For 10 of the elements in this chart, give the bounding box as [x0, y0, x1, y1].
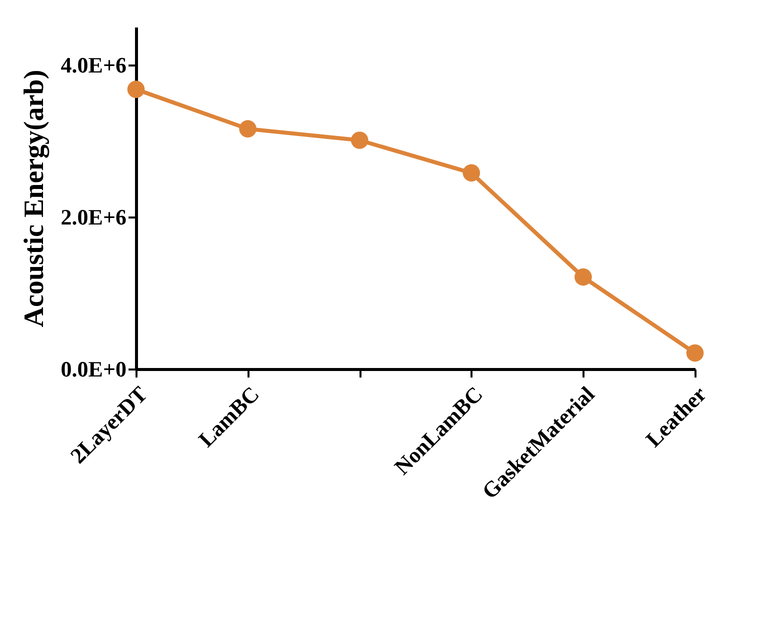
point [127, 80, 145, 98]
point [686, 344, 704, 362]
y-tick-label: 4.0E+6 [60, 52, 126, 78]
y-tick-label: 0.0E+0 [60, 356, 126, 382]
point [462, 164, 480, 182]
y-tick-label: 2.0E+6 [60, 204, 126, 230]
point [574, 268, 592, 286]
point [350, 132, 368, 149]
y-axis-title: Acoustic Energy(arb) [18, 70, 50, 328]
point [239, 120, 256, 138]
